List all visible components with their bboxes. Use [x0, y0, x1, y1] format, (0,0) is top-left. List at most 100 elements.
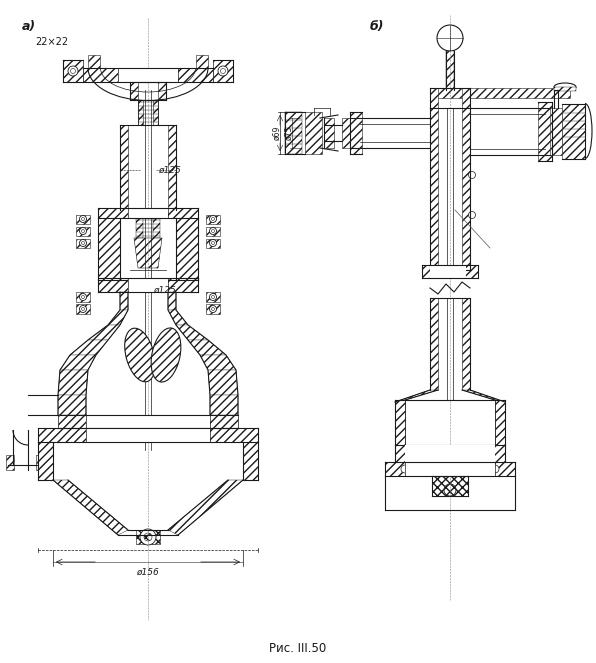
- Bar: [6, 455, 14, 470]
- Polygon shape: [385, 462, 515, 476]
- Polygon shape: [88, 55, 100, 68]
- Polygon shape: [153, 100, 158, 125]
- Polygon shape: [495, 400, 505, 445]
- Bar: [86, 428, 210, 442]
- Polygon shape: [206, 227, 220, 236]
- Text: ø69: ø69: [273, 126, 282, 140]
- Polygon shape: [83, 68, 213, 82]
- Circle shape: [82, 229, 85, 233]
- Ellipse shape: [125, 328, 156, 382]
- Circle shape: [79, 239, 86, 247]
- Circle shape: [221, 68, 225, 74]
- Polygon shape: [213, 60, 233, 82]
- Polygon shape: [196, 55, 208, 68]
- Text: ø156: ø156: [136, 568, 159, 577]
- Polygon shape: [168, 292, 176, 310]
- Circle shape: [212, 308, 215, 310]
- Polygon shape: [324, 118, 334, 148]
- Text: 22×22: 22×22: [35, 37, 68, 47]
- Polygon shape: [138, 100, 143, 125]
- Polygon shape: [430, 108, 438, 270]
- Circle shape: [82, 308, 85, 310]
- Polygon shape: [108, 310, 128, 325]
- Text: ø75: ø75: [285, 126, 294, 140]
- Circle shape: [70, 68, 76, 74]
- Circle shape: [82, 296, 85, 298]
- Polygon shape: [76, 239, 90, 248]
- Polygon shape: [176, 325, 208, 340]
- Polygon shape: [98, 218, 120, 280]
- Bar: [430, 265, 466, 278]
- Circle shape: [401, 465, 409, 473]
- Polygon shape: [58, 415, 238, 428]
- Circle shape: [210, 306, 216, 312]
- Polygon shape: [76, 292, 90, 302]
- Text: а): а): [22, 20, 36, 33]
- Circle shape: [82, 241, 85, 245]
- Polygon shape: [462, 108, 470, 270]
- Circle shape: [79, 215, 86, 223]
- Polygon shape: [76, 215, 90, 224]
- Polygon shape: [168, 310, 188, 325]
- Circle shape: [79, 294, 86, 300]
- Bar: [243, 442, 258, 480]
- Polygon shape: [168, 125, 176, 210]
- Polygon shape: [130, 82, 138, 100]
- Polygon shape: [188, 340, 226, 355]
- Polygon shape: [206, 239, 220, 248]
- Bar: [405, 462, 495, 476]
- Circle shape: [218, 66, 228, 76]
- Circle shape: [461, 465, 469, 473]
- Polygon shape: [446, 51, 454, 90]
- Circle shape: [82, 217, 85, 221]
- Text: б): б): [370, 20, 384, 33]
- Bar: [136, 530, 160, 544]
- Polygon shape: [206, 292, 220, 302]
- Polygon shape: [134, 238, 162, 268]
- Polygon shape: [210, 395, 238, 415]
- Polygon shape: [554, 87, 576, 91]
- Circle shape: [212, 229, 215, 233]
- Circle shape: [212, 241, 215, 245]
- Polygon shape: [206, 304, 220, 314]
- Polygon shape: [538, 102, 552, 161]
- Circle shape: [431, 465, 439, 473]
- Polygon shape: [462, 88, 470, 108]
- Polygon shape: [120, 292, 128, 310]
- Polygon shape: [70, 340, 108, 355]
- Polygon shape: [200, 355, 236, 370]
- Text: ø125: ø125: [153, 286, 176, 294]
- Bar: [432, 476, 468, 496]
- Circle shape: [144, 284, 152, 292]
- Bar: [128, 208, 168, 218]
- Polygon shape: [285, 112, 302, 154]
- Bar: [118, 68, 178, 82]
- Polygon shape: [305, 112, 322, 154]
- Polygon shape: [395, 390, 438, 402]
- Polygon shape: [395, 400, 405, 445]
- Circle shape: [68, 66, 78, 76]
- Polygon shape: [58, 370, 88, 395]
- Circle shape: [437, 25, 463, 51]
- Polygon shape: [136, 218, 143, 238]
- Polygon shape: [168, 480, 243, 535]
- Text: Рис. III.50: Рис. III.50: [269, 642, 327, 654]
- Circle shape: [210, 215, 216, 223]
- Polygon shape: [38, 428, 258, 442]
- Polygon shape: [430, 88, 570, 98]
- Polygon shape: [562, 104, 585, 159]
- Polygon shape: [550, 108, 562, 155]
- Ellipse shape: [554, 83, 576, 91]
- Polygon shape: [58, 395, 86, 415]
- Polygon shape: [88, 325, 120, 340]
- Circle shape: [210, 239, 216, 247]
- Circle shape: [79, 306, 86, 312]
- Polygon shape: [342, 118, 350, 148]
- Polygon shape: [462, 298, 470, 390]
- Circle shape: [468, 211, 476, 219]
- Bar: [38, 442, 53, 480]
- Ellipse shape: [151, 328, 181, 382]
- Polygon shape: [53, 480, 128, 535]
- Polygon shape: [63, 60, 83, 82]
- Bar: [128, 278, 168, 292]
